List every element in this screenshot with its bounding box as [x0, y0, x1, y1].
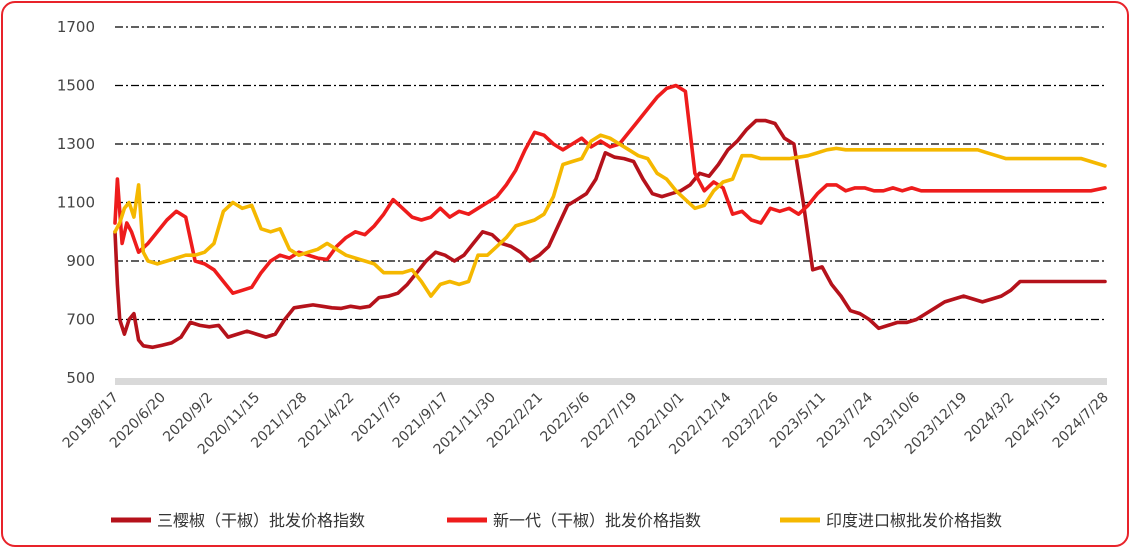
- legend-label-1: 新一代（干椒）批发价格指数: [493, 511, 701, 530]
- legend-label-2: 印度进口椒批发价格指数: [826, 511, 1002, 530]
- y-tick-label: 700: [66, 311, 95, 329]
- series-line-0: [113, 118, 1107, 350]
- x-axis-band: [115, 378, 1107, 385]
- series-line-2: [113, 133, 1107, 298]
- y-tick-label: 900: [66, 252, 95, 270]
- series-line-1: [113, 83, 1107, 296]
- y-tick-label: 1500: [57, 77, 95, 95]
- x-axis-ticks: 2019/8/172020/6/202020/9/22020/11/152021…: [60, 389, 1112, 457]
- y-tick-label: 1300: [57, 135, 95, 153]
- legend-label-0: 三樱椒（干椒）批发价格指数: [157, 511, 365, 530]
- series-lines: [113, 83, 1107, 350]
- y-tick-label: 1100: [57, 194, 95, 212]
- y-axis-ticks: 500 700 900 1100 1300 1500 1700: [57, 18, 95, 387]
- y-tick-label: 500: [66, 369, 95, 387]
- line-chart: 500 700 900 1100 1300 1500 1700 2019/8/172020/…: [57, 18, 1112, 530]
- x-axis-bar: [115, 378, 1107, 385]
- gridlines: [115, 26, 1105, 321]
- y-tick-label: 1700: [57, 18, 95, 36]
- legend: 三樱椒（干椒）批发价格指数 新一代（干椒）批发价格指数 印度进口椒批发价格指数: [111, 511, 1002, 530]
